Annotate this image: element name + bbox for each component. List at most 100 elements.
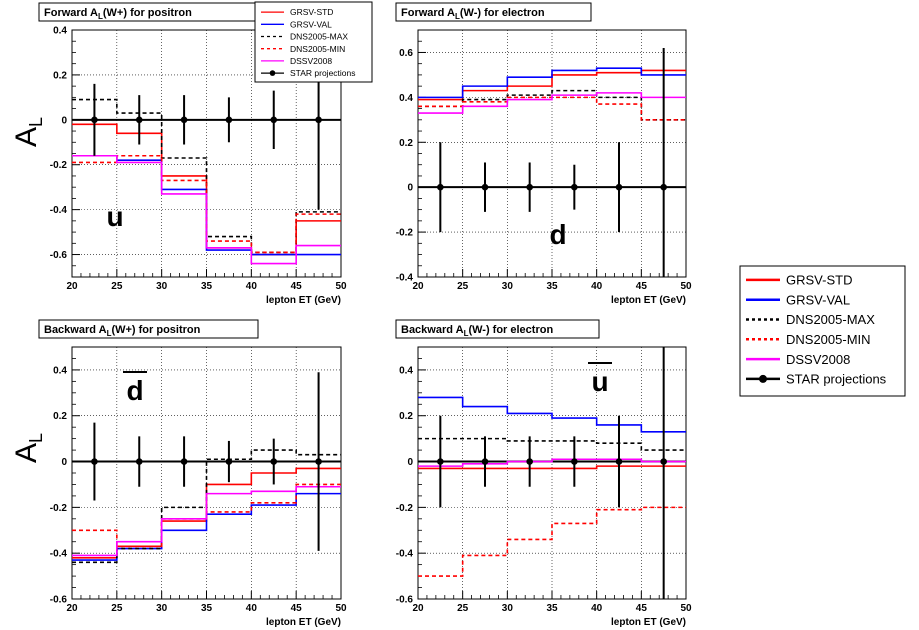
panel-title: Forward AL(W+) for positron <box>44 7 192 21</box>
series-grsv-val <box>418 67 686 99</box>
ylabel-top-main: A <box>10 127 43 147</box>
x-tick-label: 20 <box>412 281 424 292</box>
series-dssv2008 <box>72 154 341 265</box>
y-tick-label: 0.2 <box>399 138 413 149</box>
x-tick-label: 50 <box>680 281 692 292</box>
x-tick-label: 45 <box>291 281 303 292</box>
star-point <box>180 458 188 465</box>
star-point <box>135 116 143 124</box>
x-tick-label: 20 <box>412 603 424 614</box>
series-grsv-val <box>418 396 686 433</box>
star-point <box>571 458 578 465</box>
ylabel-bottom: AL <box>10 433 46 463</box>
x-tick-label: 45 <box>636 603 648 614</box>
panel-title-sub: L <box>98 12 103 21</box>
panel-title-sub: L <box>464 329 469 338</box>
star-point <box>315 116 322 124</box>
star-point <box>660 183 667 191</box>
panel-title-box <box>395 319 600 339</box>
series-dssv2008 <box>418 458 686 467</box>
y-tick-label: -0.6 <box>50 250 68 261</box>
legend-label-grsv-val: GRSV-VAL <box>290 19 332 29</box>
y-tick-label: 0 <box>61 457 67 468</box>
x-tick-label: 45 <box>291 603 303 614</box>
legend-label-dssv2008: DSSV2008 <box>290 56 332 66</box>
star-point <box>615 458 623 465</box>
star-point <box>615 183 623 191</box>
x-tick-label: 40 <box>246 281 258 292</box>
quark-label: u <box>106 201 123 232</box>
legend-label-dssv2008: DSSV2008 <box>786 352 850 367</box>
x-tick-label: 30 <box>156 281 168 292</box>
star-point <box>526 458 533 465</box>
y-tick-label: 0.4 <box>53 365 67 376</box>
ylabel-top: AL <box>10 117 46 147</box>
star-point <box>481 458 489 465</box>
legend-label-dns2005-min: DNS2005-MIN <box>290 44 345 54</box>
legend-label-star-projections: STAR projections <box>786 372 887 387</box>
star-point <box>437 458 444 465</box>
ylabel-top-sub: L <box>26 117 46 127</box>
panel-title-box <box>38 319 259 339</box>
x-tick-label: 35 <box>201 603 213 614</box>
star-point <box>571 183 578 191</box>
legend-label-dns2005-min: DNS2005-MIN <box>786 332 871 347</box>
x-tick-label: 20 <box>66 281 78 292</box>
y-tick-label: 0.4 <box>399 93 413 104</box>
panel-title-pre: Forward A <box>44 7 98 19</box>
x-tick-label: 35 <box>201 281 213 292</box>
legend-label-dns2005-max: DNS2005-MAX <box>290 32 348 42</box>
x-axis-title: lepton ET (GeV) <box>611 617 686 628</box>
legend-frame <box>739 265 906 397</box>
inset-legend: GRSV-STD GRSV-VAL DNS2005-MAX DNS2005-MIN DS… <box>254 1 373 83</box>
star-point <box>225 116 233 124</box>
quark-label: u <box>591 366 608 397</box>
series-dns2005-max <box>418 89 686 121</box>
y-tick-label: 0.2 <box>53 411 67 422</box>
y-tick-label: -0.2 <box>396 228 414 239</box>
star-point <box>225 458 233 465</box>
y-tick-label: -0.6 <box>396 595 414 606</box>
legend-marker <box>759 374 767 383</box>
side-legend: GRSV-STD GRSV-VAL DNS2005-MAX DNS2005-MIN DS… <box>739 265 906 397</box>
legend-label-grsv-std: GRSV-STD <box>290 7 333 17</box>
y-tick-label: 0 <box>407 183 413 194</box>
legend-label-star-projections: STAR projections <box>290 68 356 78</box>
star-point <box>270 116 278 124</box>
y-tick-label: -0.2 <box>50 503 68 514</box>
star-point <box>437 183 444 191</box>
star-point <box>315 458 322 465</box>
star-point <box>91 458 98 465</box>
panel-title-sub: L <box>455 12 460 21</box>
x-tick-label: 35 <box>546 603 558 614</box>
star-point <box>270 458 278 465</box>
panel-backward-wplus: 20 25 30 35 40 45 50 -0.6 -0.4 -0.2 0 0.2 0.4 lepton … <box>38 319 347 628</box>
panel-title-post: (W+) for positron <box>103 7 192 19</box>
panel-title-post: (W-) for electron <box>468 324 553 336</box>
panel-title-post: (W-) for electron <box>460 7 545 19</box>
y-tick-label: 0.2 <box>53 70 67 81</box>
y-tick-label: 0.4 <box>53 26 67 37</box>
panel-title-sub: L <box>107 329 112 338</box>
legend-label-grsv-val: GRSV-VAL <box>786 292 850 307</box>
panel-title-box <box>395 2 592 22</box>
panel-title: Backward AL(W-) for electron <box>401 324 553 338</box>
ylabel-bottom-main: A <box>10 443 43 463</box>
x-tick-label: 50 <box>335 281 347 292</box>
x-axis-title: lepton ET (GeV) <box>266 617 341 628</box>
x-tick-label: 30 <box>502 281 514 292</box>
panel-title: Forward AL(W-) for electron <box>401 7 545 21</box>
x-axis-title: lepton ET (GeV) <box>611 295 686 306</box>
x-tick-label: 40 <box>591 281 603 292</box>
panel-title-pre: Forward A <box>401 7 455 19</box>
star-point <box>481 183 489 191</box>
x-tick-label: 30 <box>502 603 514 614</box>
panel-backward-wminus: 20 25 30 35 40 45 50 -0.6 -0.4 -0.2 0 0.2 0.4 lepton … <box>395 319 692 628</box>
legend-label-dns2005-max: DNS2005-MAX <box>786 312 875 327</box>
star-point <box>91 116 98 124</box>
y-tick-label: 0.2 <box>399 411 413 422</box>
panel-title-pre: Backward A <box>401 324 464 336</box>
y-tick-label: 0 <box>61 115 67 126</box>
x-tick-label: 25 <box>457 603 469 614</box>
